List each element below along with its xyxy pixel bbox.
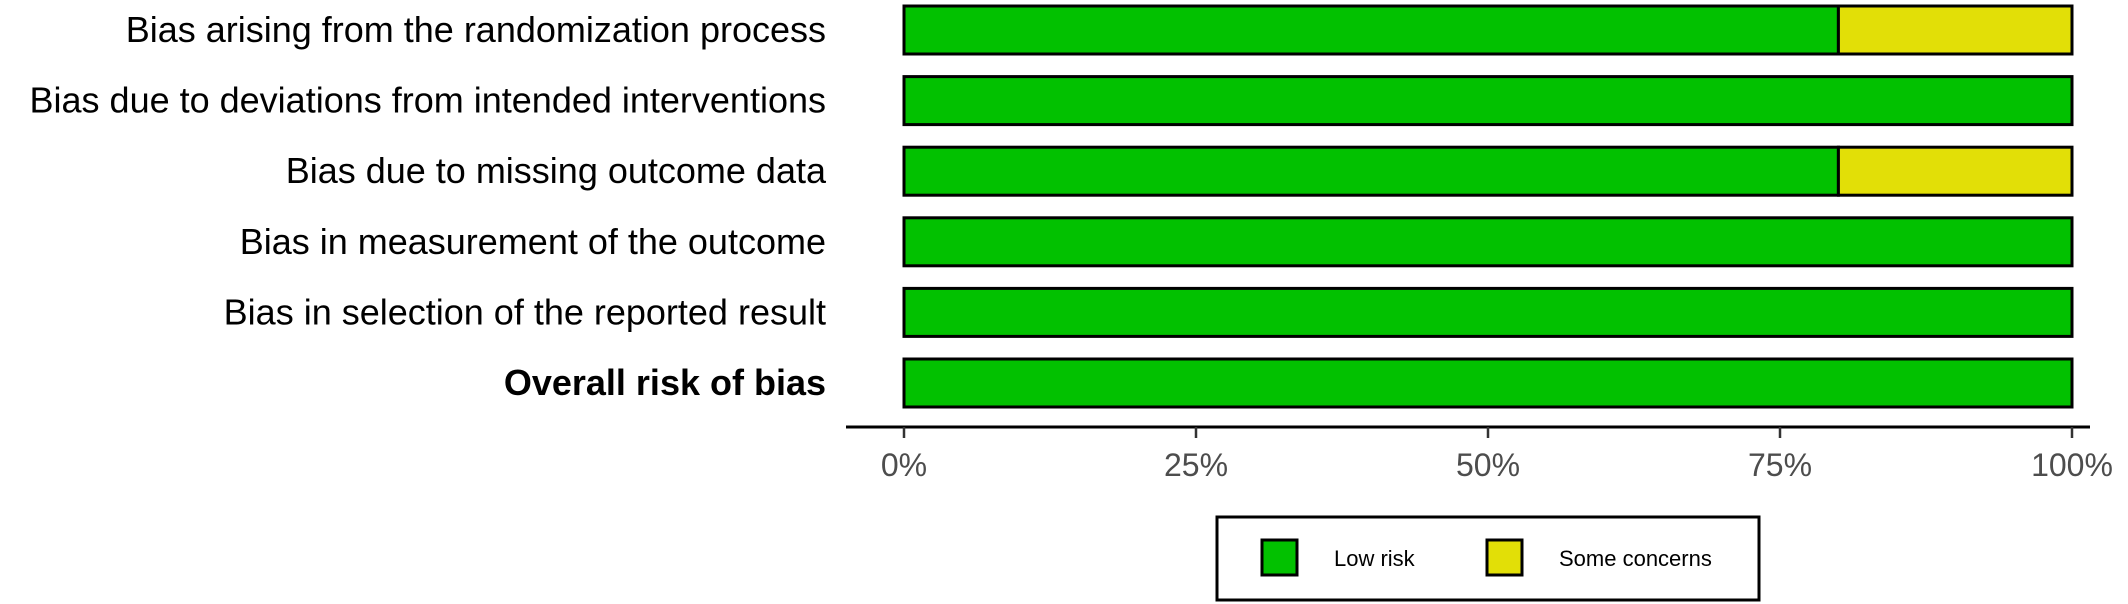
- x-tick-label: 75%: [1748, 447, 1812, 483]
- bar-segment-some-concerns-3: [1836, 145, 2074, 197]
- x-axis: 0% 25% 50% 75% 100%: [846, 425, 2113, 483]
- bar-segment-some-concerns-1: [1836, 4, 2074, 56]
- domain-label-bias-in-selection-of-the-reported-result: Bias in selection of the reported result: [224, 291, 826, 332]
- x-tick-label: 50%: [1456, 447, 1520, 483]
- legend-swatch-some-concerns: [1485, 538, 1524, 577]
- bar-segment-low-risk-2: [902, 75, 2074, 127]
- bars: [902, 4, 2074, 409]
- x-tick-label: 0%: [881, 447, 927, 483]
- domain-label-bias-arising-from-the-randomization-process: Bias arising from the randomization proc…: [126, 9, 826, 50]
- legend: Low risk Some concerns: [1215, 515, 1761, 602]
- domain-labels: Bias arising from the randomization proc…: [30, 9, 827, 403]
- legend-label-some-concerns: Some concerns: [1559, 546, 1712, 571]
- x-tick-label: 100%: [2031, 447, 2113, 483]
- bar-segment-low-risk-4: [902, 216, 2074, 268]
- bar-segment-low-risk-6: [902, 357, 2074, 409]
- x-tick-label: 25%: [1164, 447, 1228, 483]
- legend-swatch-low-risk: [1260, 538, 1299, 577]
- domain-label-bias-due-to-deviations-from-intended-interventions: Bias due to deviations from intended int…: [30, 80, 826, 121]
- legend-box: [1215, 515, 1761, 602]
- domain-label-bias-in-measurement-of-the-outcome: Bias in measurement of the outcome: [240, 221, 826, 262]
- bar-segment-low-risk-3: [902, 145, 1840, 197]
- bar-segment-low-risk-5: [902, 286, 2074, 338]
- bar-segment-low-risk-1: [902, 4, 1840, 56]
- legend-label-low-risk: Low risk: [1334, 546, 1416, 571]
- domain-label-bias-due-to-missing-outcome-data: Bias due to missing outcome data: [286, 150, 827, 191]
- domain-label-overall-risk-of-bias: Overall risk of bias: [504, 362, 826, 403]
